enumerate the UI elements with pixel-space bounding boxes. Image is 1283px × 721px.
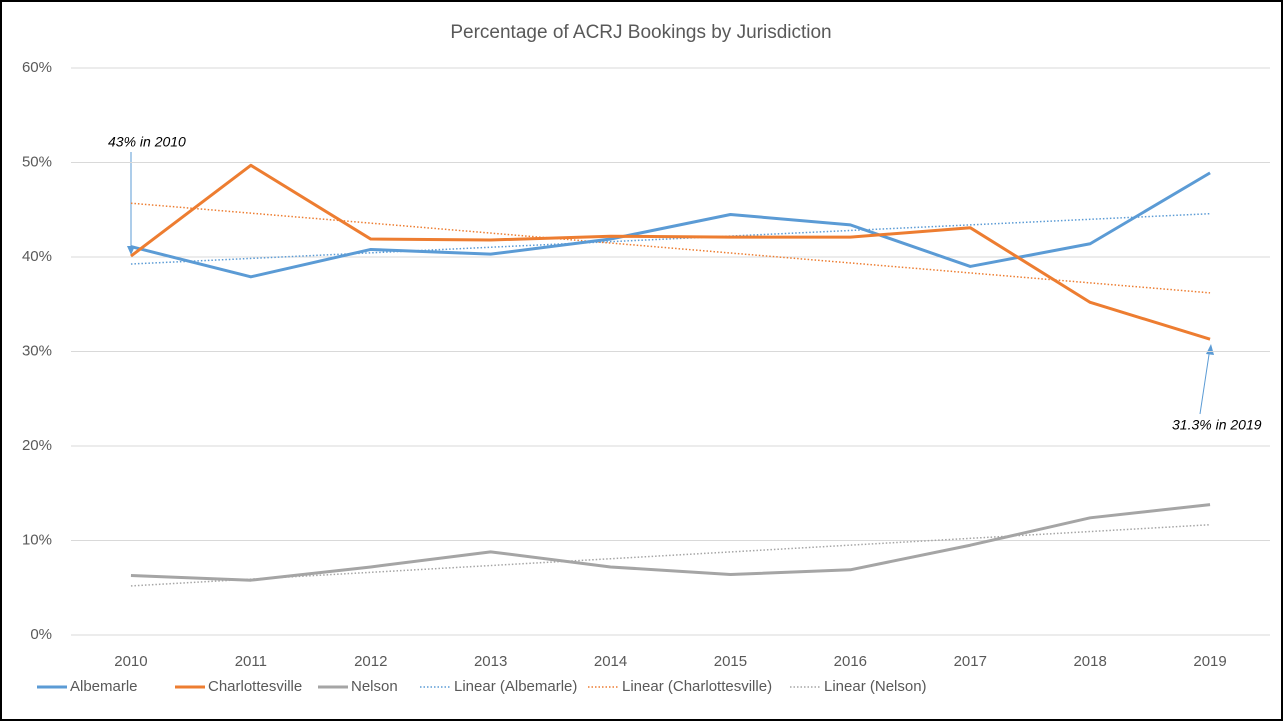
y-tick-label: 40% <box>22 248 52 265</box>
trendline <box>130 212 1211 265</box>
x-tick-label: 2018 <box>1073 653 1106 670</box>
y-tick-label: 10% <box>22 531 52 548</box>
legend-label: Linear (Charlottesville) <box>622 678 772 695</box>
series-line <box>130 171 1211 279</box>
y-tick-label: 60% <box>22 59 52 76</box>
y-tick-label: 50% <box>22 153 52 170</box>
series-line <box>130 163 1211 341</box>
legend-label: Nelson <box>351 678 398 695</box>
legend-label: Linear (Albemarle) <box>454 678 577 695</box>
annotation: 31.3% in 2019 <box>1172 417 1262 433</box>
chart-title: Percentage of ACRJ Bookings by Jurisdict… <box>450 22 831 43</box>
x-tick-label: 2011 <box>235 653 267 670</box>
series-line <box>130 503 1211 582</box>
annotation: 43% in 2010 <box>108 134 186 150</box>
legend-label: Albemarle <box>70 678 138 695</box>
legend-label: Linear (Nelson) <box>824 678 927 695</box>
arrow-head <box>1206 344 1214 355</box>
annotation-arrow <box>1199 347 1211 415</box>
x-tick-label: 2015 <box>714 653 747 670</box>
x-tick-label: 2014 <box>594 653 627 670</box>
y-tick-label: 30% <box>22 342 52 359</box>
y-tick-label: 20% <box>22 437 52 454</box>
trendline <box>130 523 1211 587</box>
x-tick-label: 2010 <box>114 653 147 670</box>
x-tick-label: 2016 <box>834 653 867 670</box>
x-tick-label: 2019 <box>1193 653 1226 670</box>
x-tick-label: 2013 <box>474 653 507 670</box>
x-tick-label: 2012 <box>354 653 387 670</box>
x-tick-label: 2017 <box>954 653 987 670</box>
legend-label: Charlottesville <box>208 678 302 695</box>
y-tick-label: 0% <box>30 626 52 643</box>
